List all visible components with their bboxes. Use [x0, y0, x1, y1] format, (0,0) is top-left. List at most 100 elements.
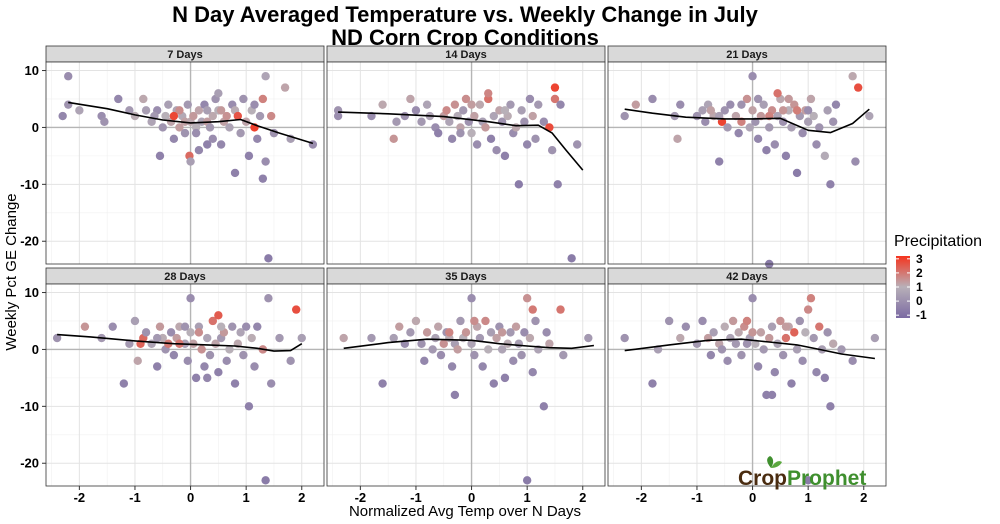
y-tick-label: 0	[32, 120, 39, 135]
data-point	[166, 328, 176, 337]
data-point	[528, 111, 537, 121]
data-point	[828, 117, 838, 126]
data-point	[820, 151, 830, 161]
x-axis-ticks: -2 -1 0 1 2 -2 -1 0 1 2 -2 -1 0 1 2	[74, 486, 867, 505]
data-point	[255, 111, 265, 121]
data-point	[481, 316, 490, 326]
data-point	[528, 367, 537, 377]
smooth-fit-line	[338, 111, 584, 171]
data-point	[203, 333, 212, 343]
data-point	[250, 100, 259, 109]
data-point	[798, 128, 807, 138]
data-point	[826, 180, 835, 189]
data-point	[297, 333, 306, 343]
data-point	[676, 333, 685, 343]
data-point	[715, 157, 724, 166]
data-point	[801, 328, 810, 337]
data-point	[742, 339, 752, 348]
x-tick-label: 0	[468, 490, 475, 505]
x-tick-label: 0	[187, 490, 194, 505]
x-axis-title: Normalized Avg Temp over N Days	[349, 503, 581, 520]
data-point	[767, 322, 777, 331]
data-point	[183, 100, 192, 109]
data-point	[776, 316, 785, 326]
data-point	[180, 322, 190, 331]
data-point	[664, 316, 674, 326]
leaf-icon	[767, 456, 782, 468]
data-point	[186, 157, 195, 166]
x-tick-label: -1	[410, 490, 422, 505]
data-point	[420, 356, 429, 366]
x-tick-label: -1	[691, 490, 703, 505]
data-point	[186, 328, 195, 337]
data-point	[389, 333, 398, 343]
y-tick-label: 0	[32, 342, 39, 357]
legend-tick-label: 3	[916, 252, 923, 266]
data-point	[790, 328, 799, 337]
data-point	[236, 328, 245, 337]
data-point	[436, 350, 446, 360]
data-point	[522, 294, 532, 303]
legend-colorbar	[896, 256, 910, 318]
data-point	[676, 100, 685, 109]
data-point	[745, 123, 754, 132]
data-point	[130, 316, 140, 326]
data-point	[125, 339, 134, 348]
smooth-fit-line	[57, 333, 303, 352]
x-tick-label: -2	[74, 490, 86, 505]
data-point	[422, 328, 432, 337]
facet-panel: 35 Days	[326, 267, 606, 487]
data-point	[547, 145, 557, 155]
data-point	[809, 333, 818, 343]
data-point	[756, 328, 766, 337]
data-point	[225, 123, 234, 132]
data-point	[781, 322, 791, 331]
data-point	[208, 111, 217, 121]
data-point	[417, 117, 426, 126]
data-point	[748, 328, 757, 337]
data-point	[472, 140, 482, 149]
panel-border	[607, 61, 887, 265]
data-point	[180, 128, 190, 138]
data-point	[378, 100, 387, 109]
data-point	[203, 140, 212, 149]
data-point	[809, 111, 818, 121]
data-point	[64, 100, 73, 109]
data-point	[58, 111, 67, 121]
data-point	[450, 100, 460, 109]
data-point	[767, 390, 777, 400]
data-point	[214, 89, 223, 98]
data-point	[509, 356, 518, 366]
x-tick-label: 1	[524, 490, 531, 505]
data-point	[411, 106, 421, 115]
data-point	[731, 339, 741, 348]
data-point	[773, 339, 782, 348]
x-tick-label: 2	[298, 490, 305, 505]
facet-panel: 42 Days	[607, 267, 887, 487]
data-point	[787, 379, 796, 388]
data-point	[673, 134, 682, 144]
data-point	[748, 106, 757, 115]
data-point	[470, 111, 479, 121]
x-tick-label: -2	[355, 490, 367, 505]
legend-tick-label: -1	[916, 308, 927, 322]
data-point	[865, 111, 874, 121]
data-point	[230, 379, 240, 388]
data-point	[762, 145, 771, 155]
data-point	[720, 322, 729, 331]
facet-panel: 7 Days	[45, 45, 325, 265]
data-point	[241, 322, 251, 331]
data-point	[470, 316, 479, 326]
data-point	[244, 151, 254, 161]
data-point	[806, 294, 816, 303]
data-point	[737, 100, 746, 109]
data-point	[539, 117, 549, 126]
data-point	[244, 402, 254, 411]
data-point	[161, 111, 170, 121]
data-point	[773, 89, 782, 98]
data-point	[720, 106, 729, 115]
data-point	[400, 111, 410, 121]
data-point	[556, 100, 565, 109]
data-point	[158, 123, 167, 132]
data-point	[795, 316, 805, 326]
